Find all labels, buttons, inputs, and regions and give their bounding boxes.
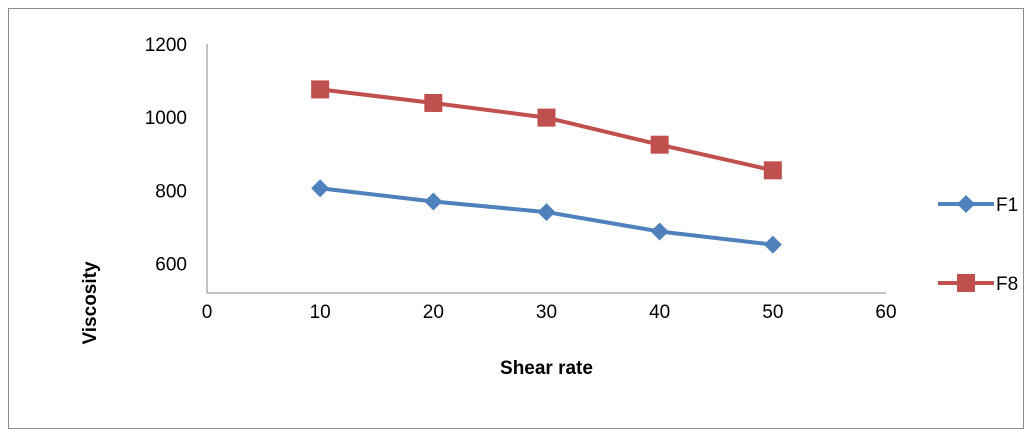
y-tick-label: 800	[155, 181, 187, 202]
axes	[206, 44, 886, 294]
data-point	[311, 179, 330, 198]
series-f1	[311, 179, 782, 254]
x-tick-label: 0	[202, 302, 213, 323]
x-tick-label: 50	[762, 302, 783, 323]
data-point	[650, 222, 669, 241]
legend-item-f1: F1	[938, 195, 1018, 216]
legend: F1 F8	[938, 195, 1018, 295]
x-tick-label: 20	[423, 302, 444, 323]
data-point	[650, 135, 669, 154]
legend-marker	[957, 274, 975, 292]
data-point	[424, 93, 443, 112]
data-point	[763, 161, 782, 180]
legend-marker	[957, 195, 975, 213]
data-point	[537, 108, 556, 127]
y-tick-label: 600	[155, 255, 187, 276]
data-point	[424, 192, 443, 211]
data-point	[537, 203, 556, 222]
legend-item-f8: F8	[938, 274, 1018, 295]
legend-label: F8	[996, 274, 1018, 295]
y-tick-label: 1000	[145, 108, 187, 129]
chart-frame	[8, 8, 1024, 429]
data-point	[763, 235, 782, 254]
data-point	[311, 80, 330, 99]
legend-label: F1	[996, 195, 1018, 216]
x-axis-title: Shear rate	[500, 358, 593, 379]
y-tick-labels: 600 800 1000 1200	[145, 35, 187, 276]
x-tick-label: 60	[875, 302, 896, 323]
series-line-f8	[319, 87, 774, 173]
series-f8	[311, 80, 782, 180]
x-tick-label: 40	[649, 302, 670, 323]
y-tick-label: 1200	[145, 35, 187, 56]
series-layer	[311, 80, 782, 254]
x-tick-label: 30	[536, 302, 557, 323]
x-tick-label: 10	[310, 302, 331, 323]
y-axis-title: Viscosity	[80, 261, 101, 345]
x-tick-labels: 0 10 20 30 40 50 60	[202, 302, 897, 323]
